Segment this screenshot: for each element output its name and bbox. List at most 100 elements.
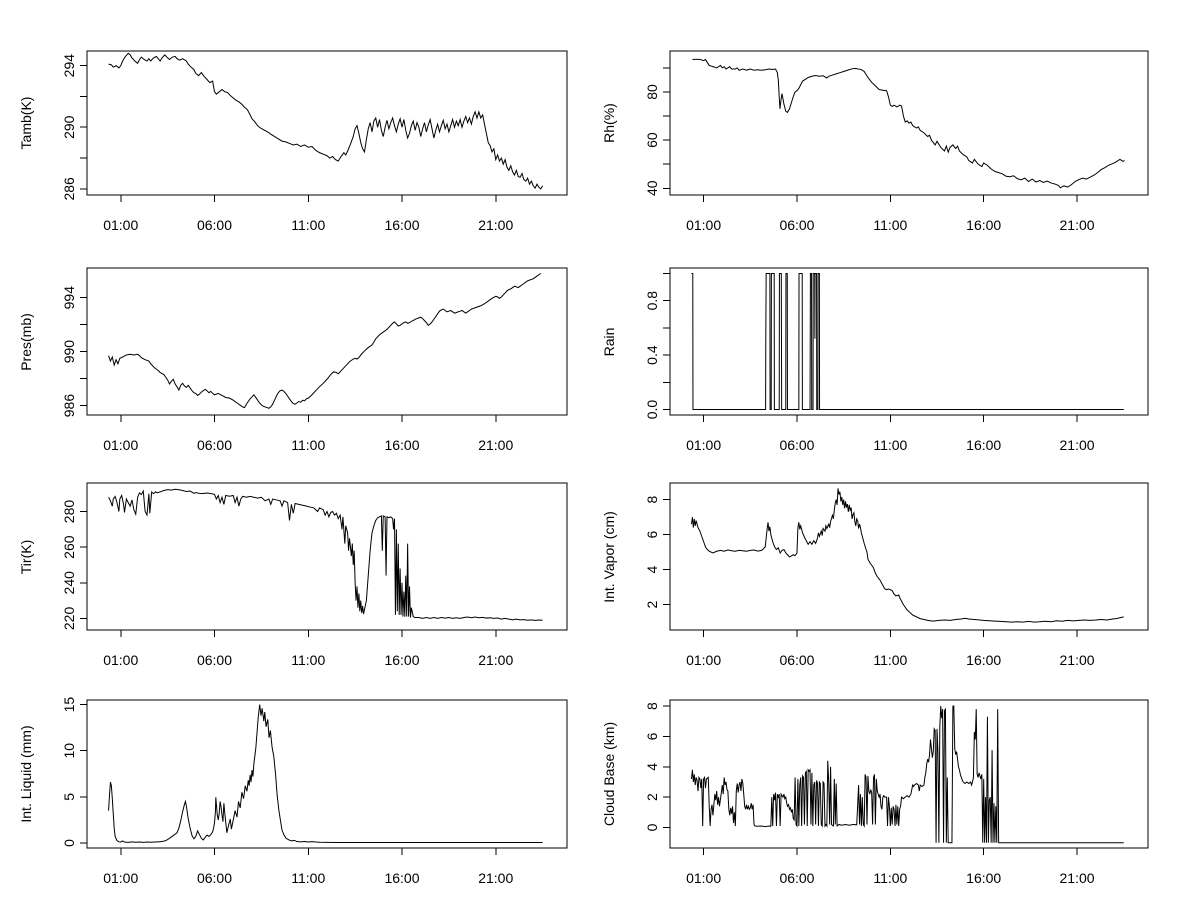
series-line [690,705,1124,844]
y-tick-label: 986 [61,394,77,418]
series-line [108,52,544,190]
x-tick-label: 01:00 [686,870,721,886]
y-tick-label: 6 [644,531,660,539]
plot-box [669,267,1149,416]
x-tick-label: 06:00 [779,437,814,453]
x-tick-label: 01:00 [686,437,721,453]
y-tick-label: 10 [61,743,77,759]
y-tick-label: 290 [61,115,77,139]
plot-tamb: 01:00 06:00 11:00 16:00 21:00 286 290 294 [61,50,568,233]
y-tick-label: 240 [61,571,77,595]
series-line [108,704,543,843]
x-tick-label: 01:00 [103,437,138,453]
y-tick-label: 80 [644,84,660,100]
x-tick-label: 06:00 [197,217,232,233]
x-tick-label: 11:00 [873,217,907,233]
x-tick-label: 06:00 [197,870,232,886]
y-tick-label: 60 [644,132,660,148]
series-line [690,488,1124,623]
y-tick-label: 5 [61,793,77,801]
panel-tamb: Tamb(K) 01:00 06:00 11:00 16:00 21:00 286 290 2… [0,0,600,233]
plot-pres: 01:00 06:00 11:00 16:00 21:00 986 990 994 [61,267,568,453]
series-line [108,488,543,621]
x-tick-label: 01:00 [103,870,138,886]
panel-int-liquid: Int. Liquid (mm) 01:00 06:00 11:00 16:00 21:… [0,675,600,900]
x-tick-label: 21:00 [1060,652,1095,668]
panel-int-vapor: Int. Vapor (cm) 01:00 06:00 11:00 16:00 21:0… [600,450,1200,675]
x-tick-label: 21:00 [478,652,513,668]
x-tick-label: 01:00 [103,652,138,668]
plot-rain: 01:00 06:00 11:00 16:00 21:00 0.0 0.4 0.8 [644,267,1149,453]
x-tick-label: 21:00 [478,870,513,886]
x-tick-label: 01:00 [686,652,721,668]
x-tick-label: 11:00 [873,437,907,453]
y-tick-label: 6 [644,732,660,740]
x-tick-label: 16:00 [966,437,1001,453]
plot-int-liquid: 01:00 06:00 11:00 16:00 21:00 0 5 10 15 [61,697,568,886]
x-tick-label: 06:00 [779,652,814,668]
x-tick-label: 16:00 [966,652,1001,668]
y-tick-label: 294 [61,54,77,78]
y-tick-label: 0 [61,839,77,847]
x-tick-label: 06:00 [197,652,232,668]
x-tick-label: 21:00 [1060,870,1095,886]
x-tick-label: 11:00 [873,870,907,886]
panel-tir: Tir(K) 01:00 06:00 11:00 16:00 21:00 220 240 26… [0,450,600,675]
x-tick-label: 16:00 [384,217,419,233]
x-tick-label: 06:00 [779,217,814,233]
y-tick-label: 994 [61,286,77,310]
y-tick-label: 220 [61,607,77,631]
x-tick-label: 11:00 [291,217,325,233]
plot-tir: 01:00 06:00 11:00 16:00 21:00 220 240 260 280 [61,482,568,668]
plot-int-vapor: 01:00 06:00 11:00 16:00 21:00 2 4 6 8 [644,482,1149,668]
panel-pres: Pres(mb) 01:00 06:00 11:00 16:00 21:00 986 990… [0,225,600,453]
x-tick-label: 16:00 [966,870,1001,886]
x-tick-label: 11:00 [291,870,325,886]
x-tick-label: 01:00 [103,217,138,233]
x-tick-label: 06:00 [197,437,232,453]
x-tick-label: 21:00 [478,437,513,453]
y-tick-label: 286 [61,177,77,201]
y-tick-label: 0 [644,823,660,831]
y-tick-label: 280 [61,500,77,524]
plot-box [86,267,568,416]
x-tick-label: 01:00 [686,217,721,233]
panel-rain: Rain 01:00 06:00 11:00 16:00 21:00 0.0 0.4 0.8 [600,225,1200,453]
x-tick-label: 21:00 [1060,217,1095,233]
y-tick-label: 4 [644,763,660,771]
y-tick-label: 0.4 [644,345,660,365]
plot-box [86,50,568,196]
y-tick-label: 4 [644,566,660,574]
y-tick-label: 8 [644,702,660,710]
x-tick-label: 21:00 [1060,437,1095,453]
x-tick-label: 06:00 [779,870,814,886]
series-line [108,272,542,409]
x-tick-label: 16:00 [384,437,419,453]
y-tick-label: 2 [644,793,660,801]
panel-cloud-base: Cloud Base (km) 01:00 06:00 11:00 16:00 21:0… [600,675,1200,900]
y-tick-label: 8 [644,496,660,504]
y-tick-label: 0.8 [644,291,660,311]
y-tick-label: 0.0 [644,400,660,420]
plot-box [86,699,568,849]
x-tick-label: 11:00 [291,652,325,668]
y-tick-label: 15 [61,697,77,713]
plot-cloud-base: 01:00 06:00 11:00 16:00 21:00 0 2 4 6 8 [644,699,1149,886]
series-line [691,272,1124,411]
plot-rh: 01:00 06:00 11:00 16:00 21:00 40 60 80 [644,50,1149,233]
x-tick-label: 16:00 [966,217,1001,233]
y-tick-label: 2 [644,601,660,609]
y-tick-label: 40 [644,180,660,196]
panel-rh: Rh(%) 01:00 06:00 11:00 16:00 21:00 40 60 80 [600,0,1200,233]
x-tick-label: 16:00 [384,652,419,668]
series-line [692,58,1125,189]
plot-box [86,482,568,631]
x-tick-label: 16:00 [384,870,419,886]
plot-box [669,50,1149,196]
x-tick-label: 21:00 [478,217,513,233]
plot-box [669,482,1149,631]
y-tick-label: 260 [61,535,77,559]
y-tick-label: 990 [61,340,77,364]
plot-box [669,699,1149,849]
